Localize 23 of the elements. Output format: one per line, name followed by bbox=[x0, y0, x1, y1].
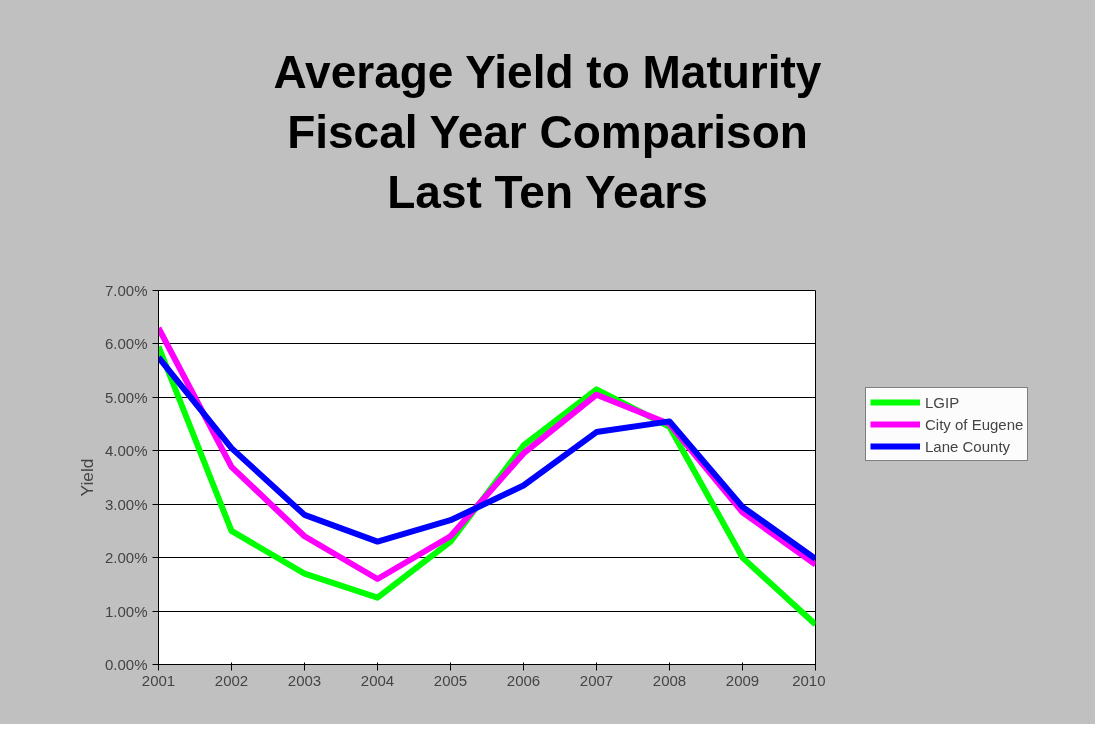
y-tick-label: 1.00% bbox=[104, 602, 148, 620]
x-tick-label: 2010 bbox=[792, 671, 826, 689]
y-tick-label: 2.00% bbox=[104, 549, 148, 567]
y-tick-label: 4.00% bbox=[104, 442, 148, 460]
y-tick-label: 6.00% bbox=[104, 335, 148, 353]
chart-title: Average Yield to Maturity Fiscal Year Comparison Last Ten Years bbox=[273, 45, 822, 220]
x-tick-label: 2002 bbox=[214, 671, 249, 689]
y-tick-label: 3.00% bbox=[104, 495, 148, 513]
legend-label: City of Eugene bbox=[925, 415, 1024, 433]
x-tick-label: 2004 bbox=[360, 671, 395, 689]
x-tick-label: 2008 bbox=[652, 671, 687, 689]
y-tick-label: 5.00% bbox=[104, 388, 148, 406]
x-tick-label: 2005 bbox=[433, 671, 468, 689]
y-tick-label: 0.00% bbox=[104, 656, 148, 673]
x-tick-label: 2006 bbox=[506, 671, 541, 689]
x-tick-label: 2009 bbox=[725, 671, 760, 689]
x-tick-label: 2003 bbox=[287, 671, 322, 689]
x-tick-label: 2001 bbox=[141, 671, 176, 689]
y-axis-title: Yield bbox=[76, 458, 97, 497]
legend-label: Lane County bbox=[925, 437, 1011, 455]
y-tick-label: 7.00% bbox=[104, 282, 148, 299]
legend-label: LGIP bbox=[925, 393, 960, 411]
x-tick-label: 2007 bbox=[579, 671, 614, 689]
